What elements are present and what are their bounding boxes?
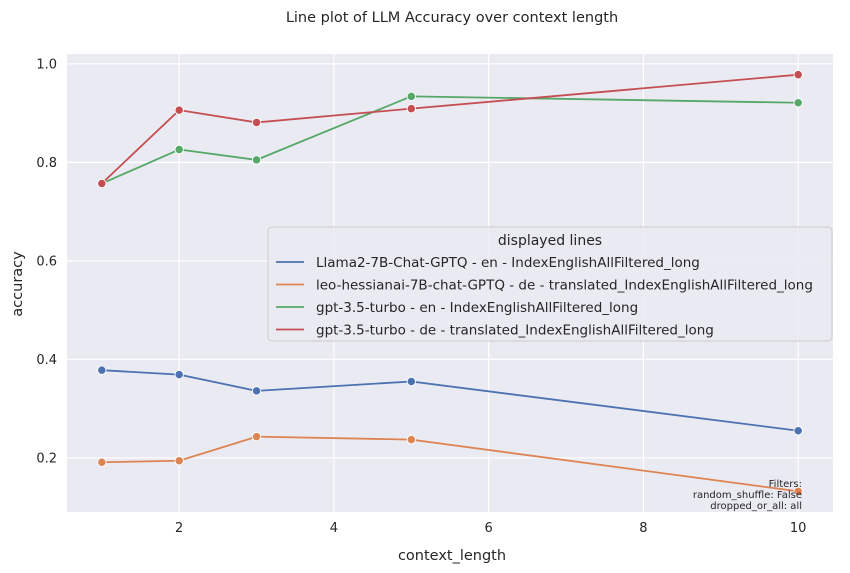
- data-point: [174, 105, 184, 115]
- y-tick-label: 0.8: [36, 156, 57, 171]
- data-point: [174, 144, 184, 155]
- series-1: [97, 365, 803, 436]
- series-4: [97, 70, 803, 189]
- data-point: [251, 432, 262, 442]
- legend-label: leo-hessianai-7B-chat-GPTQ - de - transl…: [316, 278, 813, 294]
- data-point: [793, 70, 803, 80]
- data-point: [174, 369, 184, 380]
- filter-dropped-or-all: dropped_or_all: all: [710, 501, 802, 512]
- x-tick-label: 2: [175, 521, 183, 536]
- data-point: [793, 486, 803, 496]
- filters-heading: Filters:: [769, 479, 802, 490]
- x-tick-label: 10: [790, 521, 807, 536]
- data-point: [174, 456, 184, 466]
- data-point: [97, 365, 107, 375]
- y-tick-label: 1.0: [36, 57, 57, 72]
- data-point: [793, 98, 803, 108]
- data-point: [793, 426, 803, 436]
- data-point: [406, 434, 416, 445]
- x-tick-label: 4: [330, 521, 338, 536]
- data-point: [406, 376, 416, 387]
- y-axis-label: accuracy: [10, 251, 26, 317]
- legend-label: gpt-3.5-turbo - en - IndexEnglishAllFilt…: [316, 300, 638, 316]
- data-point: [406, 91, 416, 102]
- data-point: [251, 155, 262, 165]
- filter-random-shuffle: random_shuffle: False: [693, 490, 802, 501]
- series-2: [97, 432, 803, 496]
- y-tick-label: 0.6: [36, 254, 57, 269]
- y-tick-label: 0.2: [36, 451, 57, 466]
- x-tick-label: 8: [639, 521, 647, 536]
- x-tick-label: 6: [485, 521, 493, 536]
- legend-label: Llama2-7B-Chat-GPTQ - en - IndexEnglishA…: [316, 255, 700, 271]
- data-point: [251, 117, 262, 128]
- data-point: [97, 178, 107, 189]
- legend-box: [267, 226, 833, 342]
- data-point: [97, 457, 107, 467]
- legend-items: Llama2-7B-Chat-GPTQ - en - IndexEnglishA…: [276, 255, 813, 339]
- x-axis-label: context_length: [398, 548, 506, 564]
- legend-label: gpt-3.5-turbo - de - translated_IndexEng…: [316, 323, 714, 339]
- series-lines: [97, 70, 803, 496]
- filters-annotation: Filters: random_shuffle: False dropped_o…: [693, 479, 802, 512]
- legend-title: displayed lines: [498, 233, 602, 249]
- data-point: [251, 386, 262, 396]
- legend: displayed lines Llama2-7B-Chat-GPTQ - en…: [267, 226, 833, 342]
- tick-labels: 2 4 6 8 10 0.2 0.4 0.6 0.8 1.0: [36, 57, 806, 536]
- data-point: [406, 104, 416, 114]
- chart-title: Line plot of LLM Accuracy over context l…: [286, 10, 618, 26]
- y-tick-label: 0.4: [36, 353, 57, 368]
